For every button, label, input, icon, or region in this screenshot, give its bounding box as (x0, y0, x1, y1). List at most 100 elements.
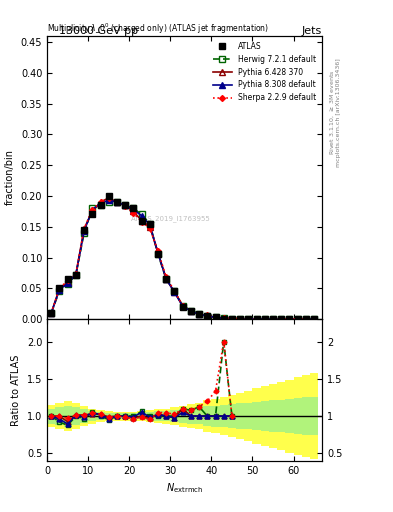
Herwig 7.2.1 default (131, 205, 136, 211)
Pythia 8.308 default (131, 206, 136, 212)
Herwig 7.2.1 default (73, 272, 78, 278)
ATLAS (230, 315, 234, 322)
Pythia 6.428 370 (65, 279, 70, 285)
ATLAS (147, 221, 152, 227)
Herwig 7.2.1 default (123, 202, 128, 208)
Text: 13000 GeV pp: 13000 GeV pp (59, 26, 138, 36)
Pythia 8.308 default (172, 289, 177, 295)
Line: Pythia 8.308 default: Pythia 8.308 default (48, 198, 317, 322)
Herwig 7.2.1 default (90, 205, 95, 211)
ATLAS (131, 205, 136, 211)
Herwig 7.2.1 default (271, 316, 275, 322)
ATLAS (65, 276, 70, 282)
Pythia 6.428 370 (246, 316, 251, 322)
Sherpa 2.2.9 default (131, 209, 136, 216)
Herwig 7.2.1 default (303, 316, 308, 322)
Herwig 7.2.1 default (164, 276, 169, 282)
Pythia 8.308 default (139, 212, 144, 219)
Pythia 8.308 default (57, 287, 62, 293)
Herwig 7.2.1 default (98, 202, 103, 208)
ATLAS (57, 285, 62, 291)
Sherpa 2.2.9 default (263, 316, 267, 322)
Pythia 8.308 default (312, 316, 316, 322)
Pythia 8.308 default (213, 314, 218, 321)
Sherpa 2.2.9 default (246, 316, 251, 322)
Sherpa 2.2.9 default (287, 316, 292, 322)
Pythia 6.428 370 (295, 316, 300, 322)
ATLAS (303, 316, 308, 322)
Herwig 7.2.1 default (115, 199, 119, 205)
Sherpa 2.2.9 default (189, 307, 193, 313)
ATLAS (213, 314, 218, 321)
ATLAS (189, 308, 193, 314)
Herwig 7.2.1 default (213, 314, 218, 321)
Herwig 7.2.1 default (172, 288, 177, 294)
ATLAS (295, 316, 300, 322)
X-axis label: $N_{\mathrm{extrm{ch}}}$: $N_{\mathrm{extrm{ch}}}$ (166, 481, 203, 495)
Text: ATLAS_2019_I1763955: ATLAS_2019_I1763955 (131, 215, 211, 222)
Pythia 8.308 default (221, 315, 226, 322)
Legend: ATLAS, Herwig 7.2.1 default, Pythia 6.428 370, Pythia 8.308 default, Sherpa 2.2.: ATLAS, Herwig 7.2.1 default, Pythia 6.42… (210, 39, 318, 104)
ATLAS (254, 316, 259, 322)
Herwig 7.2.1 default (49, 310, 53, 316)
Sherpa 2.2.9 default (172, 288, 177, 294)
ATLAS (263, 316, 267, 322)
Herwig 7.2.1 default (246, 316, 251, 322)
Pythia 6.428 370 (180, 303, 185, 309)
Sherpa 2.2.9 default (238, 315, 242, 322)
Herwig 7.2.1 default (263, 316, 267, 322)
Pythia 6.428 370 (139, 218, 144, 224)
Pythia 8.308 default (164, 276, 169, 282)
Pythia 8.308 default (205, 313, 209, 319)
Pythia 6.428 370 (230, 315, 234, 322)
Sherpa 2.2.9 default (57, 285, 62, 291)
Pythia 8.308 default (238, 316, 242, 322)
Sherpa 2.2.9 default (107, 195, 111, 201)
Herwig 7.2.1 default (279, 316, 284, 322)
Pythia 6.428 370 (197, 311, 202, 317)
ATLAS (73, 272, 78, 278)
Sherpa 2.2.9 default (90, 206, 95, 212)
Pythia 8.308 default (73, 271, 78, 278)
Pythia 8.308 default (279, 316, 284, 322)
Text: Rivet 3.1.10, $\geq$ 3M events: Rivet 3.1.10, $\geq$ 3M events (328, 70, 336, 156)
ATLAS (139, 218, 144, 224)
Herwig 7.2.1 default (197, 311, 202, 317)
ATLAS (246, 316, 251, 322)
Text: Multiplicity $\lambda\_0^0$ (charged only) (ATLAS jet fragmentation): Multiplicity $\lambda\_0^0$ (charged onl… (47, 22, 269, 36)
Herwig 7.2.1 default (230, 315, 234, 322)
Sherpa 2.2.9 default (139, 219, 144, 225)
Pythia 8.308 default (246, 316, 251, 322)
Pythia 6.428 370 (279, 316, 284, 322)
Pythia 8.308 default (230, 315, 234, 322)
ATLAS (107, 193, 111, 199)
Herwig 7.2.1 default (107, 199, 111, 205)
ATLAS (312, 316, 316, 322)
Pythia 6.428 370 (115, 199, 119, 205)
Text: mcplots.cern.ch [arXiv:1306.3436]: mcplots.cern.ch [arXiv:1306.3436] (336, 58, 341, 167)
Sherpa 2.2.9 default (115, 199, 119, 205)
Sherpa 2.2.9 default (147, 225, 152, 231)
Sherpa 2.2.9 default (213, 314, 218, 320)
Pythia 6.428 370 (164, 276, 169, 282)
Pythia 6.428 370 (221, 315, 226, 322)
Herwig 7.2.1 default (295, 316, 300, 322)
Sherpa 2.2.9 default (180, 303, 185, 309)
Pythia 8.308 default (180, 303, 185, 309)
ATLAS (90, 211, 95, 218)
Herwig 7.2.1 default (238, 315, 242, 322)
Herwig 7.2.1 default (156, 251, 160, 258)
Herwig 7.2.1 default (312, 316, 316, 322)
Pythia 6.428 370 (312, 316, 316, 322)
Pythia 8.308 default (295, 316, 300, 322)
Pythia 8.308 default (49, 310, 53, 316)
Sherpa 2.2.9 default (205, 312, 209, 318)
Line: Pythia 6.428 370: Pythia 6.428 370 (48, 195, 317, 322)
Text: Jets: Jets (302, 26, 322, 36)
Pythia 8.308 default (90, 206, 95, 212)
Y-axis label: Ratio to ATLAS: Ratio to ATLAS (11, 354, 21, 425)
Pythia 8.308 default (65, 281, 70, 287)
Pythia 6.428 370 (205, 313, 209, 319)
ATLAS (279, 316, 284, 322)
Pythia 6.428 370 (90, 208, 95, 215)
